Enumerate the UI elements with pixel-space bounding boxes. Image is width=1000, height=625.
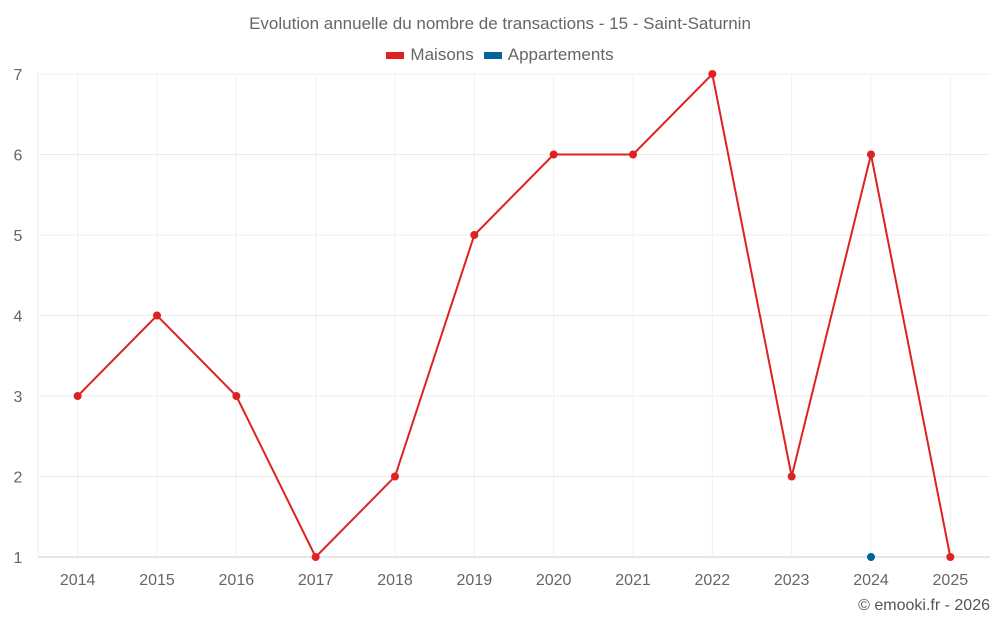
x-tick-label: 2016 [219,572,255,589]
data-point-maisons [391,472,399,481]
x-tick-label: 2022 [695,572,731,589]
data-point-maisons [311,553,320,561]
x-tick-label: 2015 [139,572,175,589]
legend-swatch [483,51,502,59]
x-tick-label: 2014 [60,572,96,589]
data-point-maisons [787,472,796,481]
legend-label: Appartements [507,45,614,64]
legend: Maisons Appartements [0,45,1000,65]
data-point-maisons [549,150,558,159]
data-point-maisons [629,150,637,159]
legend-label: Maisons [410,45,474,64]
legend-item-maisons[interactable]: Maisons [386,45,474,65]
x-tick-label: 2025 [933,572,969,589]
data-point-appartements [867,553,875,561]
chart-title: Evolution annuelle du nombre de transact… [249,14,751,33]
y-tick-label: 1 [14,550,23,567]
legend-item-appartements[interactable]: Appartements [483,45,614,65]
y-tick-label: 7 [14,67,23,84]
series-line-maisons [76,71,952,559]
data-point-maisons [946,553,955,561]
legend-swatch [386,51,405,59]
data-point-maisons [232,392,241,400]
x-tick-label: 2017 [298,572,334,589]
y-tick-label: 2 [14,470,23,487]
data-point-maisons [73,392,82,400]
x-tick-label: 2020 [536,572,572,589]
data-point-maisons [153,311,161,320]
data-point-maisons [708,70,717,78]
data-point-maisons [470,231,479,239]
y-tick-label: 6 [14,148,23,165]
x-tick-label: 2019 [457,572,493,589]
y-tick-label: 5 [14,228,23,245]
data-point-maisons [867,150,875,159]
x-tick-label: 2018 [377,572,413,589]
credit: © emooki.fr - 2026 [858,597,990,614]
x-tick-label: 2021 [615,572,651,589]
x-tick-label: 2024 [853,572,889,589]
x-tick-label: 2023 [774,572,810,589]
y-tick-label: 4 [14,309,23,326]
y-tick-label: 3 [14,389,23,406]
